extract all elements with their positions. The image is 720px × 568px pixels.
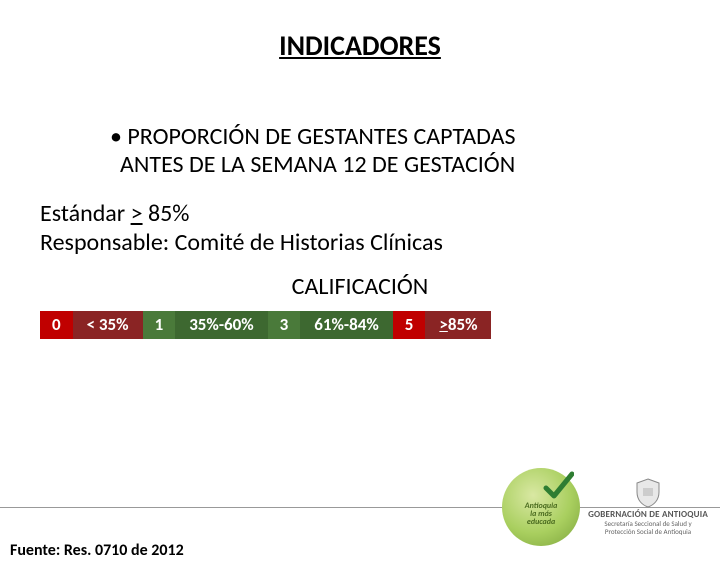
- standard-op: >: [131, 199, 143, 228]
- antioquia-logo: Antioquia la más educada: [502, 468, 580, 546]
- responsible-text: Responsable: Comité de Historias Clínica…: [40, 228, 443, 257]
- calificacion-scale: 0< 35%135%-60%361%-84%5> 85%: [40, 311, 590, 339]
- page-title: INDICADORES: [0, 28, 720, 63]
- scale-cell-7: > 85%: [425, 311, 491, 339]
- footer-logos: Antioquia la más educada GOBERNACIÓN DE …: [502, 468, 708, 546]
- scale-cell-0: 0: [40, 311, 73, 339]
- checkmark-icon: [542, 470, 574, 502]
- standard-value: 85%: [143, 199, 190, 228]
- scale-cell-1: < 35%: [73, 311, 143, 339]
- bullet-line-1: PROPORCIÓN DE GESTANTES CAPTADAS: [127, 122, 515, 151]
- main-bullet: • PROPORCIÓN DE GESTANTES CAPTADAS ANTES…: [110, 123, 660, 178]
- scale-cell-6: 5: [393, 311, 426, 339]
- gobernacion-logo: GOBERNACIÓN DE ANTIOQUIA Secretaría Secc…: [588, 478, 708, 535]
- scale-cell-4: 3: [268, 311, 301, 339]
- bullet-line-2: ANTES DE LA SEMANA 12 DE GESTACIÓN: [110, 150, 515, 179]
- scale-cell-3: 35%-60%: [175, 311, 267, 339]
- source-text: Fuente: Res. 0710 de 2012: [10, 541, 184, 560]
- gobernacion-sub-2: Protección Social de Antioquia: [588, 528, 708, 536]
- antioquia-logo-text-3: educada: [525, 518, 558, 526]
- calificacion-title: CALIFICACIÓN: [0, 272, 720, 301]
- bullet-marker: •: [110, 122, 122, 151]
- scale-cell-2: 1: [143, 311, 176, 339]
- scale-cell-5: 61%-84%: [300, 311, 392, 339]
- standard-label: Estándar: [40, 199, 131, 228]
- shield-icon: [635, 478, 661, 508]
- standard-block: Estándar > 85% Responsable: Comité de Hi…: [40, 200, 720, 258]
